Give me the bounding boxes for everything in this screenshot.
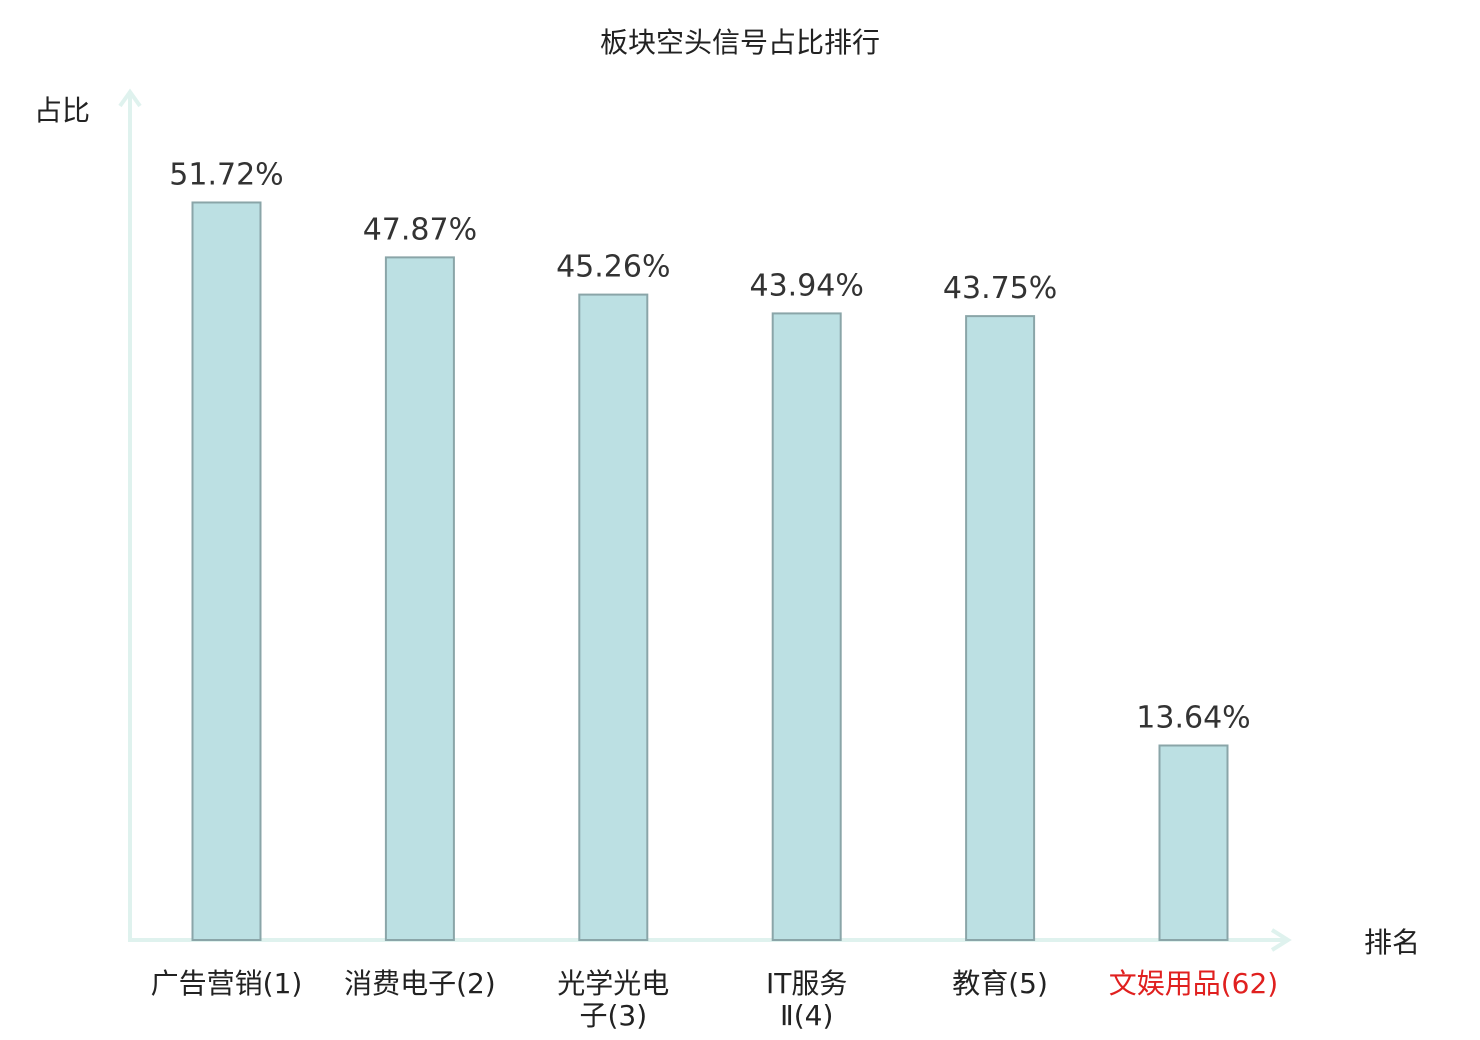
x-tick-label: 子(3) [579, 999, 647, 1032]
value-label: 43.75% [943, 271, 1057, 306]
bar-series [191, 201, 1229, 942]
data-labels: 51.72% 47.87% 45.26% 43.94% 43.75% 13.64% [169, 157, 1250, 735]
chart-title: 板块空头信号占比排行 [600, 26, 880, 59]
x-tick-label: IT服务 [766, 967, 847, 1000]
bar [191, 201, 262, 942]
x-axis-arrow-icon [1270, 928, 1292, 952]
x-tick-label: 教育(5) [952, 967, 1048, 1000]
value-label: 45.26% [556, 250, 670, 285]
x-tick-label: 文娱用品(62) [1109, 967, 1278, 1000]
value-label: 43.94% [750, 268, 864, 303]
x-tick-label: 消费电子(2) [344, 967, 496, 1000]
value-label: 51.72% [169, 157, 283, 192]
value-label: 13.64% [1136, 700, 1250, 735]
bar [578, 293, 649, 941]
y-axis [118, 88, 142, 940]
bar [1158, 744, 1229, 941]
y-axis-arrow-icon [118, 88, 142, 108]
bar [771, 312, 842, 941]
x-axis-label: 排名 [1364, 926, 1420, 959]
bar [384, 256, 455, 942]
value-label: 47.87% [363, 212, 477, 247]
x-tick-label: 光学光电 [557, 967, 669, 1000]
bar [965, 315, 1036, 941]
x-tick-label: Ⅱ(4) [780, 999, 833, 1032]
x-axis [128, 928, 1292, 952]
y-axis-label: 占比 [34, 94, 90, 127]
x-tick-label: 广告营销(1) [151, 967, 303, 1000]
